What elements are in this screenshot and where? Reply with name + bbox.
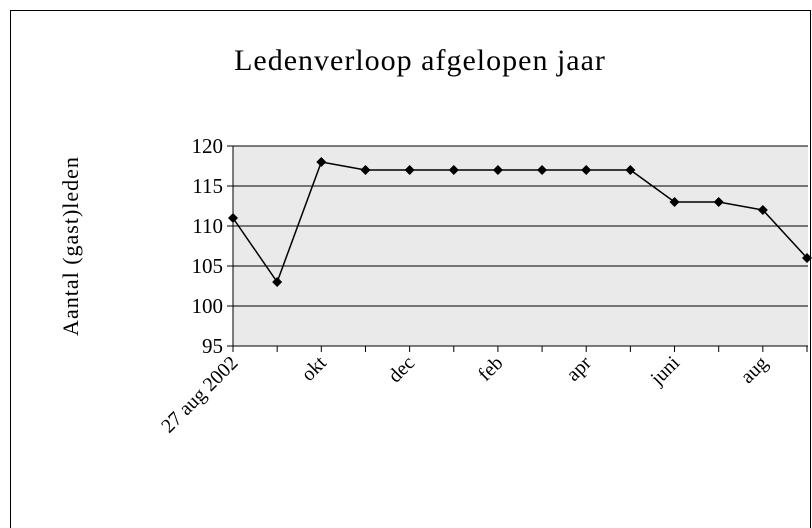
y-tick-label: 110 <box>192 214 223 238</box>
y-tick-label: 100 <box>192 294 224 318</box>
data-point <box>713 197 724 207</box>
y-tick-label: 115 <box>192 174 223 198</box>
data-point <box>316 157 327 167</box>
data-point <box>581 165 592 175</box>
data-point <box>537 165 548 175</box>
data-point <box>272 277 283 287</box>
data-point <box>625 165 636 175</box>
data-point <box>360 165 371 175</box>
data-point <box>757 205 768 215</box>
data-point <box>492 165 503 175</box>
y-tick-label: 95 <box>202 334 223 358</box>
plot-area <box>233 146 808 346</box>
data-point <box>448 165 459 175</box>
data-point <box>228 213 238 223</box>
y-axis-label: Aantal (gast)leden <box>58 156 83 336</box>
data-point <box>802 253 812 263</box>
chart-title: Ledenverloop afgelopen jaar <box>234 44 606 77</box>
y-tick-label: 105 <box>192 254 224 278</box>
series-line <box>232 161 808 284</box>
data-point <box>669 197 680 207</box>
y-tick-label: 120 <box>192 134 224 158</box>
data-point <box>404 165 415 175</box>
